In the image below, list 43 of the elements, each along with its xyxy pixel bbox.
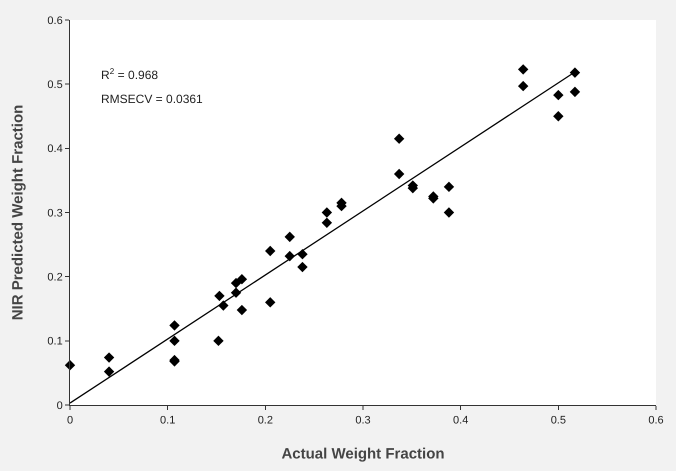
annotation: RMSECV = 0.0361 (101, 92, 204, 106)
point (236, 304, 248, 316)
point (214, 290, 225, 302)
y-tick-label: 0.1 (47, 336, 63, 348)
x-tick-label: 0.3 (355, 414, 371, 426)
point (213, 336, 224, 346)
x-tick-label: 0 (66, 414, 74, 426)
point (104, 352, 114, 363)
x-tick-label: 0.6 (648, 414, 664, 426)
point (297, 262, 308, 272)
point (230, 278, 242, 288)
point (322, 218, 332, 228)
point (394, 168, 404, 180)
point (169, 320, 180, 331)
x-tick-label: 0.1 (160, 414, 176, 426)
point (553, 111, 564, 122)
point (444, 207, 454, 218)
x-tick-label: 0.5 (550, 414, 566, 426)
y-tick-label: 0 (56, 400, 63, 412)
point (444, 182, 454, 192)
point (322, 207, 332, 218)
point (284, 232, 295, 242)
y-tick-label: 0.3 (47, 207, 63, 220)
point (394, 134, 404, 144)
x-tick-label: 0.4 (453, 414, 468, 426)
point (570, 86, 580, 98)
point (236, 274, 248, 284)
y-tick-label: 0.6 (47, 14, 63, 27)
annotation: R$^{2}$ = 0.968 (101, 66, 158, 82)
x-axis-title: Actual Weight Fraction (281, 445, 445, 462)
point (169, 336, 180, 346)
y-tick-label: 0.2 (47, 272, 63, 284)
y-tick-label: 0.5 (47, 79, 63, 92)
point (265, 246, 276, 256)
point (265, 297, 276, 308)
point (553, 90, 564, 100)
point (518, 80, 528, 92)
x-tick-label: 0.2 (258, 414, 273, 426)
point (104, 366, 114, 377)
y-tick-label: 0.4 (47, 143, 63, 156)
point (518, 64, 528, 75)
point (570, 67, 580, 78)
y-axis-title: NIR Predicted Weight Fraction (10, 104, 27, 320)
